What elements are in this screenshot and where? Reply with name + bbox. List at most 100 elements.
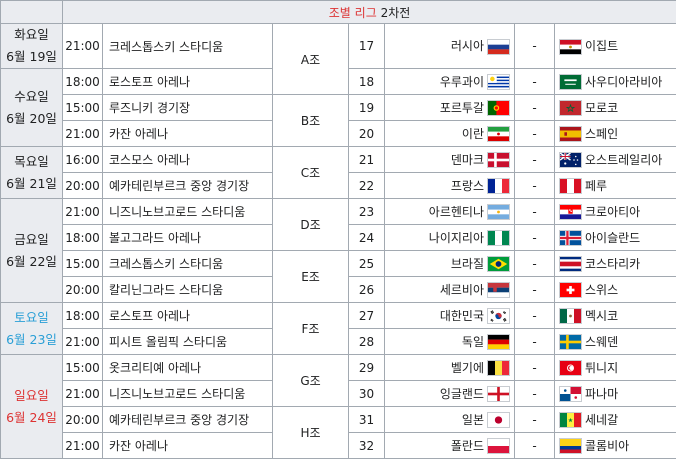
away-team-link[interactable]: 스페인 bbox=[585, 127, 618, 141]
home-team-link[interactable]: 브라질 bbox=[451, 257, 484, 271]
group-link[interactable]: C조 bbox=[273, 147, 349, 199]
away-team-link[interactable]: 코스타리카 bbox=[585, 257, 640, 271]
home-team-cell: 일본 bbox=[385, 407, 515, 433]
round-title-link[interactable]: 조별 리그 bbox=[329, 6, 377, 20]
venue-link[interactable]: 카잔 아레나 bbox=[103, 121, 273, 147]
away-team-link[interactable]: 튀니지 bbox=[585, 361, 618, 375]
match-number: 25 bbox=[349, 251, 385, 277]
match-number: 31 bbox=[349, 407, 385, 433]
round-title-suffix: 2차전 bbox=[377, 6, 411, 20]
kickoff-time: 21:00 bbox=[63, 24, 103, 69]
korea-flag-icon bbox=[487, 308, 510, 324]
argentina-flag-icon bbox=[487, 204, 510, 220]
score-dash: - bbox=[515, 329, 555, 355]
morocco-flag-icon bbox=[559, 100, 582, 116]
home-team-link[interactable]: 나이지리아 bbox=[429, 231, 484, 245]
group-link[interactable]: D조 bbox=[273, 199, 349, 251]
away-team-link[interactable]: 이집트 bbox=[585, 39, 618, 53]
australia-flag-icon bbox=[559, 152, 582, 168]
venue-link[interactable]: 크레스톱스키 스타디움 bbox=[103, 251, 273, 277]
home-team-link[interactable]: 폴란드 bbox=[451, 439, 484, 453]
home-team-link[interactable]: 덴마크 bbox=[451, 153, 484, 167]
away-team-link[interactable]: 아이슬란드 bbox=[585, 231, 640, 245]
home-team-cell: 아르헨티나 bbox=[385, 199, 515, 225]
panama-flag-icon bbox=[559, 386, 582, 402]
group-link[interactable]: F조 bbox=[273, 303, 349, 355]
venue-link[interactable]: 피시트 올림픽 스타디움 bbox=[103, 329, 273, 355]
venue-link[interactable]: 니즈니노브고로드 스타디움 bbox=[103, 199, 273, 225]
denmark-flag-icon bbox=[487, 152, 510, 168]
kickoff-time: 21:00 bbox=[63, 199, 103, 225]
home-team-link[interactable]: 우루과이 bbox=[440, 75, 484, 89]
venue-link[interactable]: 예카테린부르크 중앙 경기장 bbox=[103, 407, 273, 433]
home-team-cell: 벨기에 bbox=[385, 355, 515, 381]
away-team-cell: 사우디아라비아 bbox=[555, 69, 676, 95]
home-team-cell: 이란 bbox=[385, 121, 515, 147]
venue-link[interactable]: 옷크리티예 아레나 bbox=[103, 355, 273, 381]
away-team-link[interactable]: 크로아티아 bbox=[585, 205, 640, 219]
match-number: 17 bbox=[349, 24, 385, 69]
mexico-flag-icon bbox=[559, 308, 582, 324]
weekday-label: 토요일 bbox=[1, 307, 62, 329]
iceland-flag-icon bbox=[559, 230, 582, 246]
venue-link[interactable]: 예카테린부르크 중앙 경기장 bbox=[103, 173, 273, 199]
away-team-cell: 페루 bbox=[555, 173, 676, 199]
home-team-link[interactable]: 세르비아 bbox=[440, 283, 484, 297]
home-team-link[interactable]: 잉글랜드 bbox=[440, 387, 484, 401]
home-team-link[interactable]: 독일 bbox=[462, 335, 484, 349]
nigeria-flag-icon bbox=[487, 230, 510, 246]
score-dash: - bbox=[515, 24, 555, 69]
away-team-cell: 튀니지 bbox=[555, 355, 676, 381]
saudi-flag-icon bbox=[559, 74, 582, 90]
home-team-cell: 러시아 bbox=[385, 24, 515, 69]
away-team-link[interactable]: 모로코 bbox=[585, 101, 618, 115]
group-link[interactable]: A조 bbox=[273, 24, 349, 95]
away-team-link[interactable]: 파나마 bbox=[585, 387, 618, 401]
away-team-link[interactable]: 멕시코 bbox=[585, 309, 618, 323]
home-team-link[interactable]: 벨기에 bbox=[451, 361, 484, 375]
venue-link[interactable]: 칼리닌그라드 스타디움 bbox=[103, 277, 273, 303]
away-team-link[interactable]: 스위스 bbox=[585, 283, 618, 297]
score-dash: - bbox=[515, 121, 555, 147]
away-team-link[interactable]: 스웨덴 bbox=[585, 335, 618, 349]
away-team-cell: 크로아티아 bbox=[555, 199, 676, 225]
date-label: 6월 22일 bbox=[1, 251, 62, 273]
away-team-link[interactable]: 오스트레일리아 bbox=[585, 153, 662, 167]
home-team-link[interactable]: 일본 bbox=[462, 413, 484, 427]
kickoff-time: 20:00 bbox=[63, 173, 103, 199]
group-link[interactable]: G조 bbox=[273, 355, 349, 407]
away-team-link[interactable]: 페루 bbox=[585, 179, 607, 193]
home-team-link[interactable]: 러시아 bbox=[451, 39, 484, 53]
home-team-link[interactable]: 이란 bbox=[462, 127, 484, 141]
group-link[interactable]: H조 bbox=[273, 407, 349, 459]
venue-link[interactable]: 로스토프 아레나 bbox=[103, 69, 273, 95]
uruguay-flag-icon bbox=[487, 74, 510, 90]
venue-link[interactable]: 카잔 아레나 bbox=[103, 433, 273, 459]
away-team-cell: 이집트 bbox=[555, 24, 676, 69]
group-link[interactable]: B조 bbox=[273, 95, 349, 147]
away-team-cell: 콜롬비아 bbox=[555, 433, 676, 459]
venue-link[interactable]: 니즈니노브고로드 스타디움 bbox=[103, 381, 273, 407]
colombia-flag-icon bbox=[559, 438, 582, 454]
away-team-link[interactable]: 세네갈 bbox=[585, 413, 618, 427]
venue-link[interactable]: 볼고그라드 아레나 bbox=[103, 225, 273, 251]
venue-link[interactable]: 크레스톱스키 스타디움 bbox=[103, 24, 273, 69]
home-team-link[interactable]: 아르헨티나 bbox=[429, 205, 484, 219]
home-team-link[interactable]: 포르투갈 bbox=[440, 101, 484, 115]
away-team-cell: 오스트레일리아 bbox=[555, 147, 676, 173]
kickoff-time: 15:00 bbox=[63, 95, 103, 121]
date-label: 6월 19일 bbox=[1, 46, 62, 68]
away-team-link[interactable]: 사우디아라비아 bbox=[585, 75, 662, 89]
home-team-link[interactable]: 프랑스 bbox=[451, 179, 484, 193]
venue-link[interactable]: 코스모스 아레나 bbox=[103, 147, 273, 173]
russia-flag-icon bbox=[487, 39, 510, 55]
venue-link[interactable]: 루즈니키 경기장 bbox=[103, 95, 273, 121]
away-team-link[interactable]: 콜롬비아 bbox=[585, 439, 629, 453]
venue-link[interactable]: 로스토프 아레나 bbox=[103, 303, 273, 329]
group-link[interactable]: E조 bbox=[273, 251, 349, 303]
home-team-link[interactable]: 대한민국 bbox=[440, 309, 484, 323]
score-dash: - bbox=[515, 225, 555, 251]
